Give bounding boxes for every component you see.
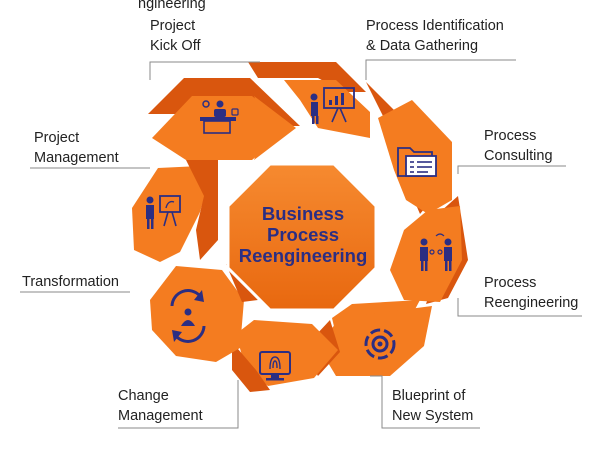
center-title-line-2: Process [267, 224, 339, 245]
segment-project-kick-off [148, 78, 300, 160]
center-title-line-1: Business [262, 203, 344, 224]
stage-labels: Project Kick Off Process Identification … [22, 18, 578, 424]
label-project-management-line-1: Project [34, 130, 79, 146]
label-process-consulting-line-1: Process [484, 128, 536, 144]
monitor-fingerprint-icon [259, 351, 291, 381]
header-fragment: ngineering [138, 0, 206, 12]
folder-document-icon [397, 147, 437, 177]
label-process-reengineering-line-1: Process [484, 275, 536, 291]
leader-lines [20, 59, 582, 429]
label-process-identification-line-1: Process Identification [366, 18, 504, 34]
presenter-chart-icon [146, 195, 181, 229]
label-project-management-line-2: Management [34, 150, 119, 166]
label-project-kick-off-line-1: Project [150, 18, 195, 34]
label-process-identification-line-2: & Data Gathering [366, 38, 478, 54]
person-rotate-icon [170, 289, 206, 343]
two-people-exchange-icon [420, 233, 452, 271]
label-change-management-line-2: Management [118, 408, 203, 424]
label-process-reengineering-line-2: Reengineering [484, 295, 578, 311]
label-blueprint-line-2: New System [392, 408, 473, 424]
center-title-line-3: Reengineering [239, 245, 368, 266]
label-project-kick-off-line-2: Kick Off [150, 38, 201, 54]
center-hub: Business Process Reengineering [226, 162, 378, 312]
gear-cycle-icon [364, 328, 396, 360]
label-change-management-line-1: Change [118, 388, 169, 404]
segment-process-reengineering [390, 196, 468, 304]
label-transformation: Transformation [22, 274, 119, 290]
meeting-desk-icon [200, 100, 239, 134]
label-blueprint-line-1: Blueprint of [392, 388, 466, 404]
segment-process-identification [248, 62, 370, 138]
presentation-board-icon [310, 87, 355, 124]
segment-project-management [132, 160, 218, 262]
label-process-consulting-line-2: Consulting [484, 148, 553, 164]
